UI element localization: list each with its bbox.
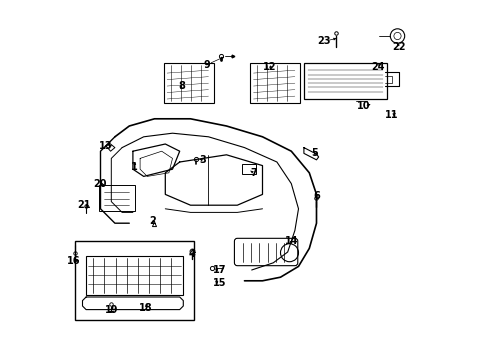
Text: 23: 23 bbox=[316, 36, 330, 46]
Text: 1: 1 bbox=[131, 162, 138, 172]
Text: 8: 8 bbox=[178, 81, 184, 91]
Text: 10: 10 bbox=[356, 101, 369, 111]
Text: 21: 21 bbox=[78, 200, 91, 210]
Text: 9: 9 bbox=[203, 60, 210, 70]
Text: 18: 18 bbox=[139, 303, 152, 313]
Text: 6: 6 bbox=[312, 191, 319, 201]
Text: 22: 22 bbox=[392, 42, 405, 52]
Text: 7: 7 bbox=[250, 168, 256, 178]
Text: 15: 15 bbox=[212, 278, 225, 288]
Text: 13: 13 bbox=[99, 141, 112, 151]
Text: 4: 4 bbox=[188, 249, 195, 259]
Text: 20: 20 bbox=[94, 179, 107, 189]
Text: 11: 11 bbox=[385, 110, 398, 120]
Text: 12: 12 bbox=[263, 62, 276, 72]
Text: 24: 24 bbox=[370, 62, 384, 72]
Text: 17: 17 bbox=[212, 265, 225, 275]
Text: 16: 16 bbox=[67, 256, 80, 266]
Text: 19: 19 bbox=[104, 305, 118, 315]
Text: 5: 5 bbox=[311, 148, 317, 158]
Text: 14: 14 bbox=[284, 236, 298, 246]
Text: 2: 2 bbox=[149, 216, 156, 226]
Text: 3: 3 bbox=[199, 155, 206, 165]
